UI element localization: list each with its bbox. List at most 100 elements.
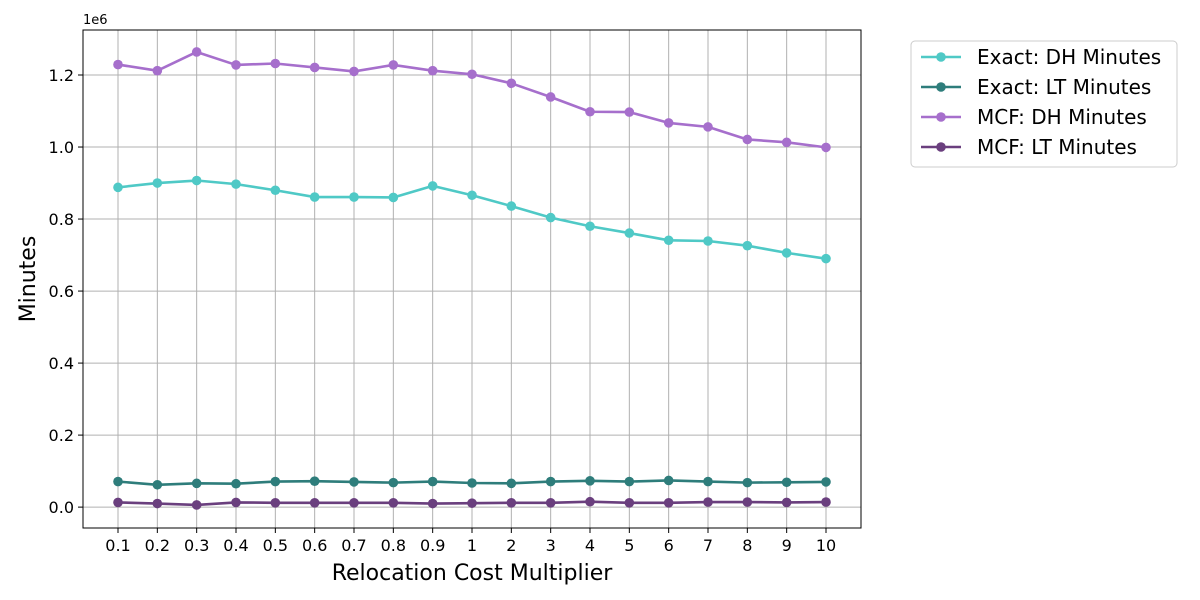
data-point — [821, 142, 831, 153]
x-axis-ticks: 0.1 0.2 0.3 0.4 0.5 0.6 0.7 0.8 0.9 1 2 3 4 5 6 7 8 9 10 — [105, 528, 836, 555]
data-point — [545, 92, 556, 102]
data-point — [467, 478, 477, 488]
data-point — [545, 212, 556, 223]
data-point — [821, 253, 831, 264]
legend-marker — [936, 52, 946, 62]
data-point — [388, 497, 399, 508]
x-tick-label: 0.4 — [223, 536, 248, 555]
x-axis-label: Relocation Cost Multiplier — [332, 561, 614, 586]
x-tick-label: 9 — [782, 536, 792, 555]
data-point — [467, 69, 477, 80]
data-point — [545, 497, 556, 508]
data-point — [545, 476, 556, 487]
data-point — [427, 65, 438, 76]
data-point — [742, 240, 753, 251]
data-point — [821, 477, 831, 487]
data-point — [703, 236, 713, 246]
y-tick-label: 0.2 — [49, 426, 74, 445]
y-tick-label: 0.0 — [49, 498, 74, 517]
data-point — [309, 476, 320, 486]
data-point — [781, 497, 792, 508]
legend-marker — [936, 112, 946, 122]
data-point — [742, 134, 753, 145]
series-layer — [113, 47, 831, 510]
data-point — [585, 476, 595, 486]
data-point — [152, 65, 163, 76]
data-point — [231, 497, 241, 508]
legend-item: Exact: DH Minutes — [921, 45, 1161, 69]
x-tick-label: 5 — [624, 536, 634, 555]
legend-item: Exact: LT Minutes — [921, 75, 1151, 99]
data-point — [427, 476, 438, 487]
data-point — [663, 235, 674, 246]
y-tick-label: 1.0 — [49, 138, 74, 157]
x-tick-label: 0.2 — [145, 536, 170, 555]
x-tick-label: 0.9 — [420, 536, 445, 555]
data-point — [781, 477, 792, 488]
legend-box — [910, 40, 1178, 168]
data-point — [152, 498, 163, 509]
legend-label: MCF: DH Minutes — [977, 105, 1147, 129]
data-point — [703, 476, 713, 487]
data-point — [703, 497, 713, 507]
data-point — [742, 497, 753, 507]
data-point — [113, 497, 123, 508]
data-point — [191, 478, 202, 489]
data-point — [624, 476, 635, 487]
legend-marker — [936, 82, 946, 92]
data-point — [506, 78, 517, 89]
y-tick-label: 0.8 — [49, 210, 74, 229]
data-point — [388, 60, 399, 70]
data-point — [191, 47, 202, 57]
data-point — [191, 500, 202, 510]
data-point — [270, 476, 281, 487]
data-point — [821, 497, 831, 507]
data-point — [506, 201, 517, 211]
data-point — [585, 106, 595, 117]
legend-label: MCF: LT Minutes — [977, 135, 1137, 159]
data-point — [309, 497, 320, 508]
data-point — [309, 192, 320, 202]
x-tick-label: 10 — [816, 536, 836, 555]
data-point — [506, 478, 517, 489]
x-tick-label: 2 — [506, 536, 516, 555]
x-tick-label: 0.1 — [105, 536, 130, 555]
x-tick-label: 0.7 — [341, 536, 366, 555]
series-group — [113, 496, 831, 510]
x-tick-label: 0.5 — [263, 536, 288, 555]
data-point — [152, 178, 163, 188]
legend-item: MCF: LT Minutes — [921, 135, 1137, 159]
legend-label: Exact: DH Minutes — [977, 45, 1161, 69]
x-tick-label: 6 — [664, 536, 674, 555]
data-point — [270, 185, 281, 196]
data-point — [231, 60, 241, 70]
legend: Exact: DH Minutes Exact: LT Minutes MCF: D… — [910, 40, 1178, 168]
x-tick-label: 0.6 — [302, 536, 327, 555]
data-point — [663, 497, 674, 508]
legend-label: Exact: LT Minutes — [977, 75, 1151, 99]
x-tick-label: 7 — [703, 536, 713, 555]
x-tick-label: 8 — [742, 536, 752, 555]
legend-item: MCF: DH Minutes — [921, 105, 1147, 129]
data-point — [467, 190, 477, 201]
data-point — [585, 221, 595, 232]
data-point — [781, 137, 792, 148]
data-point — [781, 248, 792, 258]
data-point — [113, 476, 123, 487]
data-point — [624, 497, 635, 508]
data-point — [388, 477, 399, 488]
data-point — [703, 122, 713, 132]
x-tick-label: 1 — [467, 536, 477, 555]
series-group — [113, 175, 831, 264]
data-point — [231, 179, 241, 189]
y-offset-label: 1e6 — [83, 13, 108, 28]
y-axis-label: Minutes — [16, 236, 41, 323]
data-point — [506, 497, 517, 508]
data-point — [467, 498, 477, 508]
data-point — [113, 182, 123, 193]
x-tick-label: 4 — [585, 536, 595, 555]
data-point — [624, 228, 635, 238]
y-tick-label: 0.6 — [49, 282, 74, 301]
data-point — [349, 497, 359, 508]
